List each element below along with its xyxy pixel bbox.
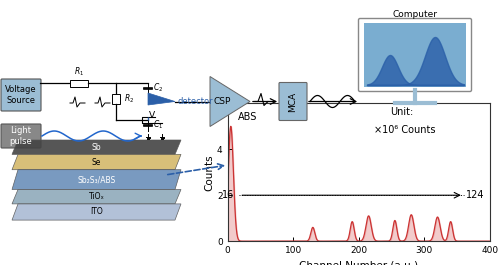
- Text: $C_1$: $C_1$: [153, 119, 163, 131]
- Polygon shape: [12, 154, 181, 170]
- Text: $C_2$: $C_2$: [153, 82, 163, 94]
- Polygon shape: [12, 189, 181, 204]
- Bar: [70, 80, 88, 86]
- Bar: [364, 23, 466, 87]
- Text: Sb: Sb: [92, 143, 102, 152]
- Polygon shape: [12, 170, 181, 189]
- X-axis label: Channel Number (a.u.): Channel Number (a.u.): [299, 260, 418, 265]
- Text: Se: Se: [92, 158, 101, 166]
- FancyBboxPatch shape: [1, 124, 41, 148]
- Text: 16: 16: [222, 190, 234, 200]
- FancyBboxPatch shape: [279, 82, 307, 121]
- Text: Computer: Computer: [392, 10, 438, 19]
- Text: Sb₂S₃/ABS: Sb₂S₃/ABS: [78, 175, 116, 184]
- Text: V: V: [149, 111, 155, 120]
- Text: ITO: ITO: [90, 207, 103, 217]
- Text: $R_2$: $R_2$: [124, 93, 134, 105]
- Text: $R_1$: $R_1$: [74, 65, 84, 78]
- Text: CSP: CSP: [214, 97, 230, 106]
- Text: TiOₓ: TiOₓ: [88, 192, 104, 201]
- FancyBboxPatch shape: [1, 79, 41, 111]
- Bar: [112, 94, 120, 104]
- Y-axis label: Counts: Counts: [204, 154, 214, 191]
- Text: ×10⁶ Counts: ×10⁶ Counts: [374, 125, 436, 135]
- Text: Voltage
Source: Voltage Source: [5, 85, 37, 105]
- Polygon shape: [210, 77, 250, 126]
- Text: ABS: ABS: [238, 112, 258, 122]
- Polygon shape: [148, 93, 175, 105]
- FancyBboxPatch shape: [358, 19, 472, 91]
- Text: Unit:: Unit:: [390, 108, 413, 117]
- Polygon shape: [12, 204, 181, 220]
- Text: detector: detector: [178, 97, 214, 106]
- Polygon shape: [12, 140, 181, 154]
- Text: 124: 124: [466, 190, 485, 200]
- Text: MCA: MCA: [288, 91, 298, 112]
- Text: Light
pulse: Light pulse: [10, 126, 32, 146]
